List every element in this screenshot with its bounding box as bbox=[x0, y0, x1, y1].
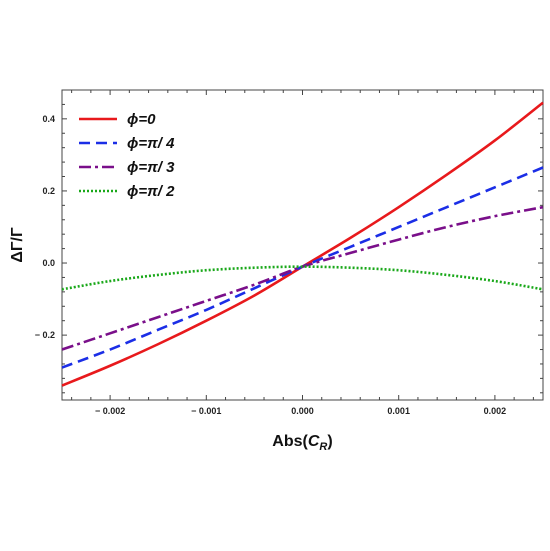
axis-ticks bbox=[62, 90, 543, 400]
legend: ϕ=0 ϕ=π/ 4 ϕ=π/ 3 ϕ=π/ 2 bbox=[79, 111, 175, 200]
tick-labels: − 0.002 − 0.001 0.000 0.001 0.002 − 0.2 0.0 0.2… bbox=[35, 114, 506, 416]
y-tick-label: 0.4 bbox=[42, 114, 55, 124]
x-tick-label: 0.002 bbox=[484, 406, 507, 416]
x-tick-label: − 0.002 bbox=[95, 406, 125, 416]
legend-label: ϕ=π/ 3 bbox=[127, 159, 175, 176]
y-tick-label: − 0.2 bbox=[35, 330, 55, 340]
y-tick-label: 0.2 bbox=[42, 186, 55, 196]
legend-label: ϕ=π/ 2 bbox=[127, 183, 175, 200]
series-line bbox=[61, 265, 544, 291]
legend-label: ϕ=0 bbox=[127, 111, 156, 128]
legend-label: ϕ=π/ 4 bbox=[127, 135, 175, 152]
series-lines bbox=[61, 101, 544, 387]
x-axis-label: Abs(CR) bbox=[272, 433, 332, 453]
x-tick-label: − 0.001 bbox=[191, 406, 221, 416]
x-tick-label: 0.001 bbox=[387, 406, 410, 416]
x-tick-label: 0.000 bbox=[291, 406, 314, 416]
y-tick-label: 0.0 bbox=[42, 258, 55, 268]
y-axis-label: ΔΓ/Γ bbox=[9, 227, 26, 263]
